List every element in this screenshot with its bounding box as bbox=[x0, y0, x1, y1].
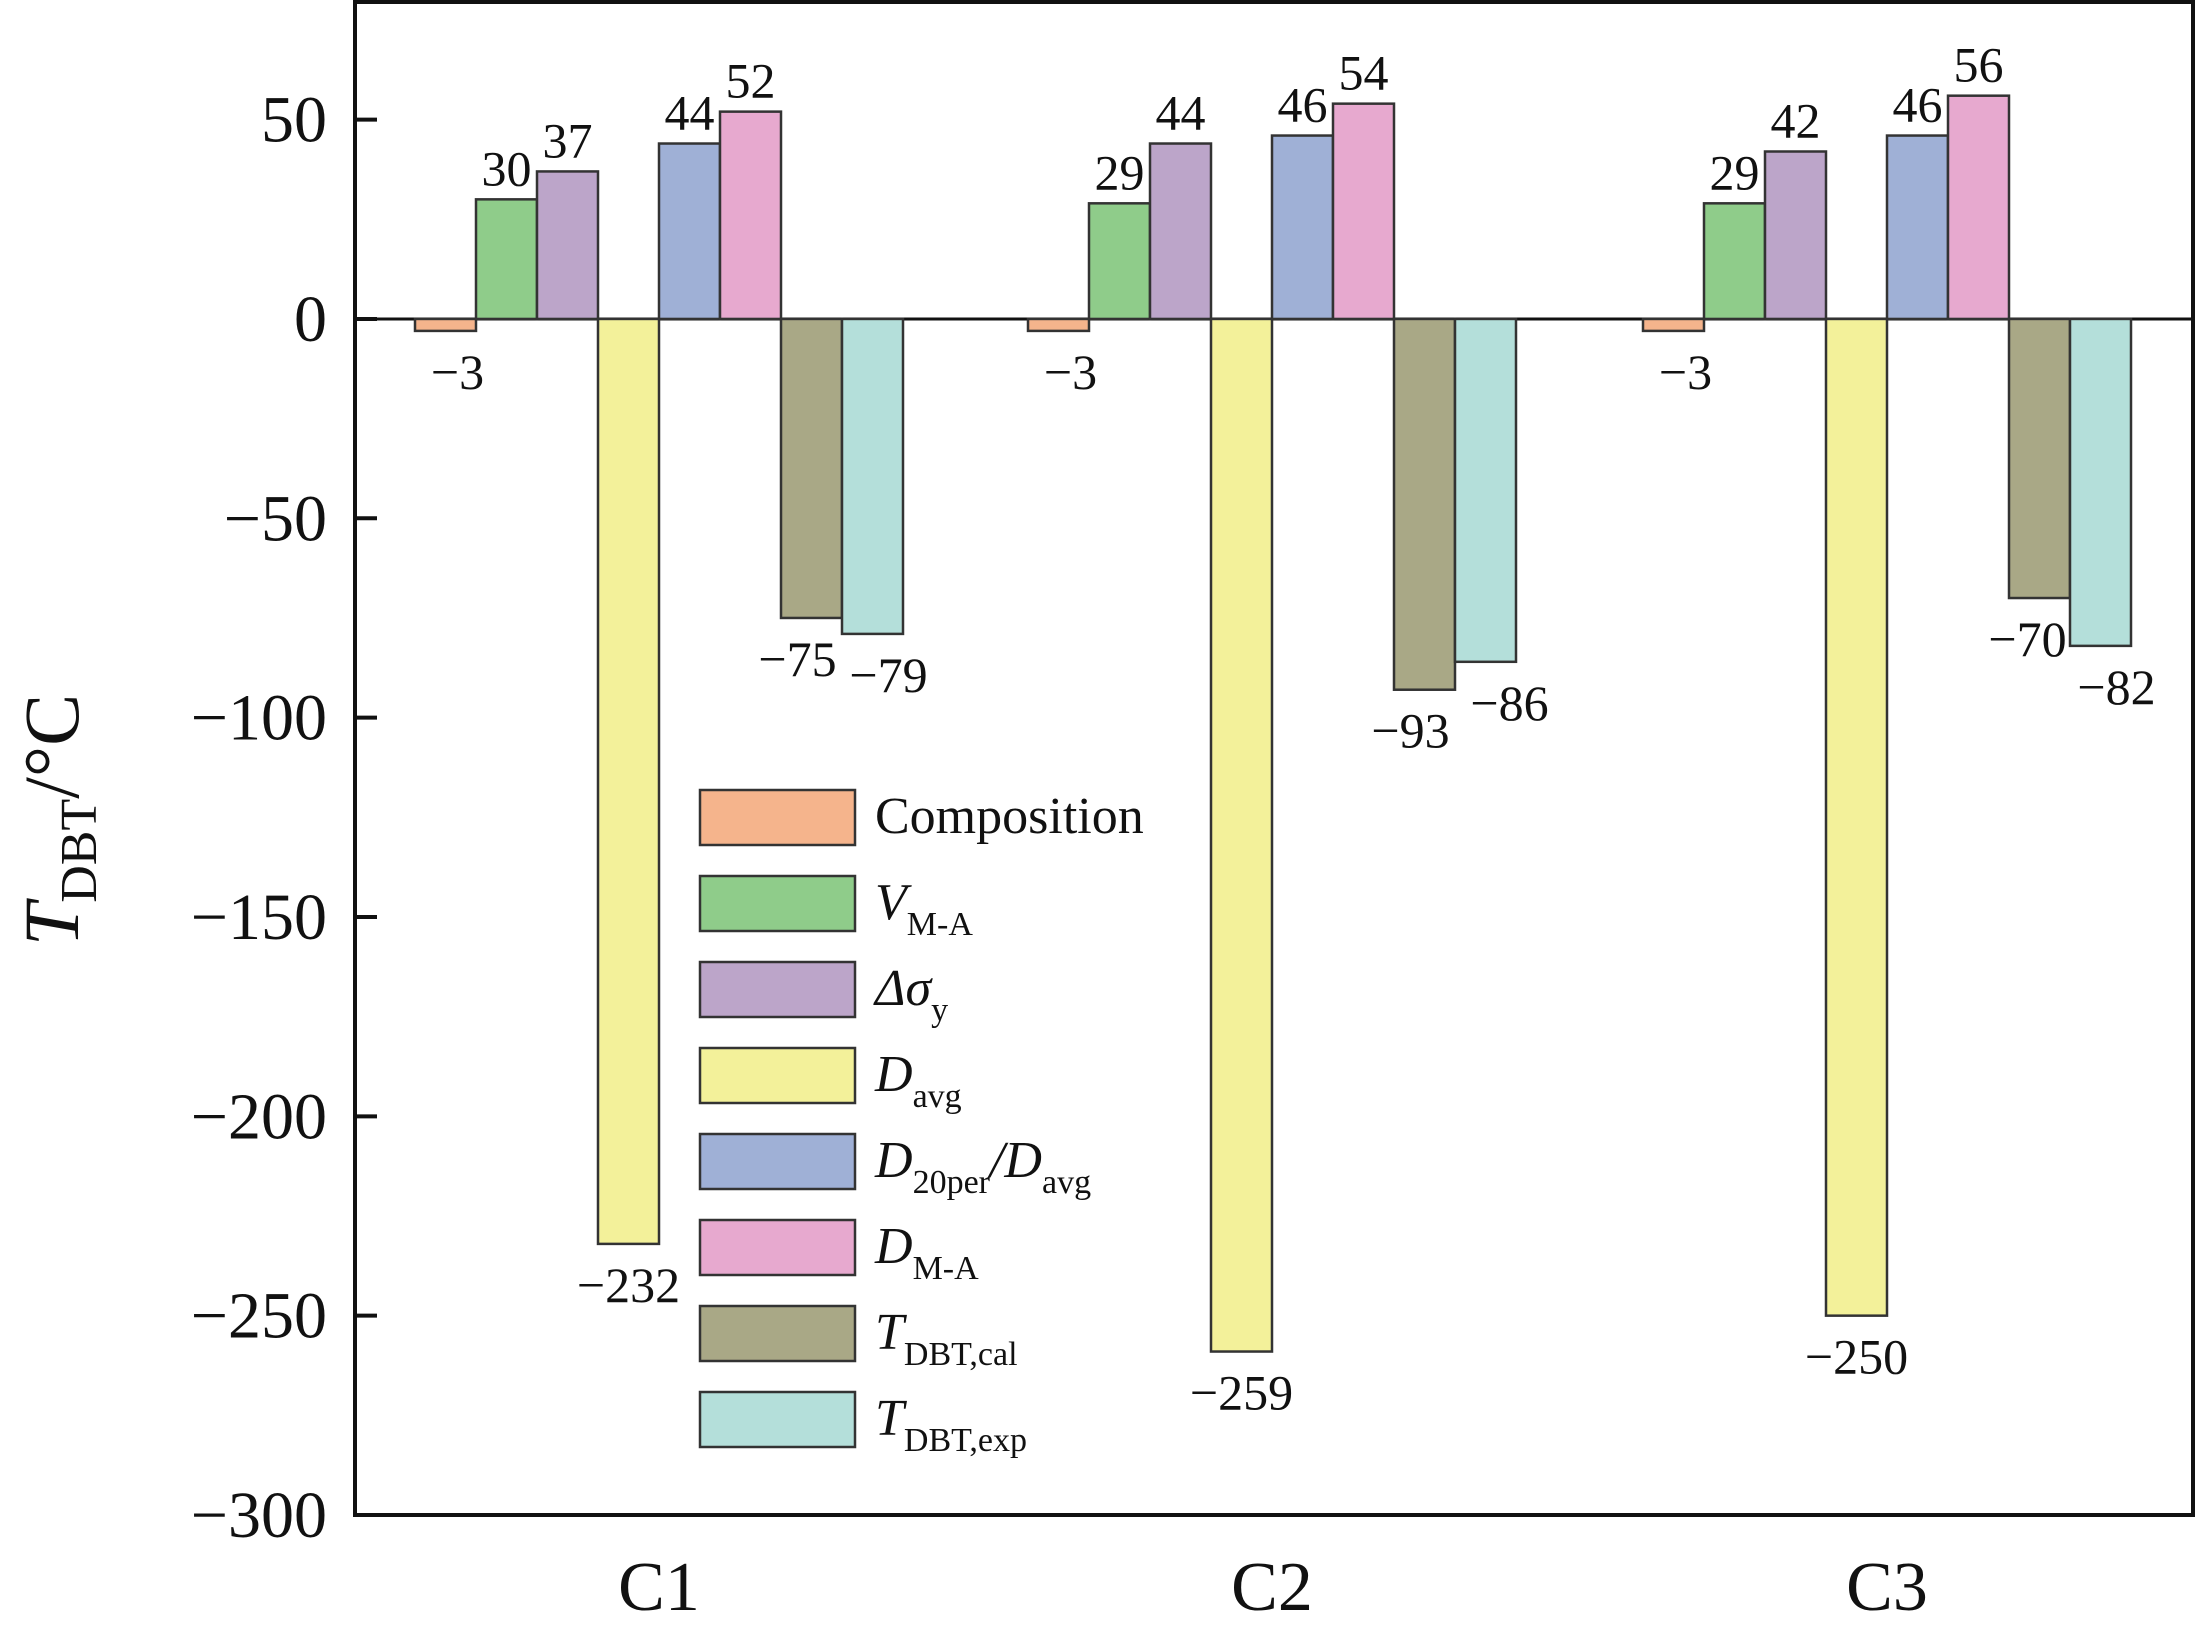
legend-swatch-tdbt_exp bbox=[698, 1390, 857, 1449]
data-label-d20per_davg-c1: 44 bbox=[665, 85, 715, 141]
data-label-tdbt_exp-c1: −79 bbox=[849, 647, 927, 703]
data-label-d_ma-c1: 52 bbox=[726, 53, 776, 109]
data-label-tdbt_exp-c2: −86 bbox=[1470, 675, 1548, 731]
legend-swatch-d_avg bbox=[698, 1046, 857, 1105]
bar-composition-c3 bbox=[1641, 317, 1706, 333]
legend-swatch-delta_sigma_y bbox=[698, 960, 857, 1019]
data-label-tdbt_cal-c2: −93 bbox=[1371, 703, 1449, 759]
category-label: C3 bbox=[1846, 1549, 1928, 1626]
data-label-d_avg-c3: −250 bbox=[1805, 1329, 1908, 1385]
x-axis: C1 C2 C3 bbox=[618, 1549, 1928, 1626]
legend-swatch-d20per_davg bbox=[698, 1132, 857, 1191]
legend-label-tdbt_cal: TDBT,cal bbox=[875, 1304, 1018, 1373]
data-label-d_ma-c3: 56 bbox=[1954, 37, 2004, 93]
data-label-v_ma-c2: 29 bbox=[1095, 144, 1145, 200]
bar-tdbt_exp-c1 bbox=[840, 317, 905, 636]
bar-composition-c2 bbox=[1026, 317, 1091, 333]
y-tick-label: −150 bbox=[191, 881, 327, 954]
legend-label-tdbt_exp: TDBT,exp bbox=[875, 1390, 1027, 1459]
legend-label-d_avg: Davg bbox=[874, 1046, 962, 1115]
legend: Composition VM-A Δσy Davg D20per/Davg DM-A TDB… bbox=[698, 788, 1144, 1459]
data-label-d20per_davg-c2: 46 bbox=[1278, 77, 1328, 133]
bar-tdbt_cal-c2 bbox=[1392, 317, 1457, 691]
bar-d_avg-c1 bbox=[596, 317, 661, 1246]
data-labels: −3 −3 −3 30 29 29 37 44 42 −232 −259 −250 44 46 46 52 54… bbox=[431, 37, 2156, 1421]
legend-swatch-tdbt_cal bbox=[698, 1304, 857, 1363]
legend-label-d_ma: DM-A bbox=[874, 1218, 979, 1287]
category-label: C2 bbox=[1231, 1549, 1313, 1626]
bar-composition-c1 bbox=[413, 317, 478, 333]
y-axis: 50 0 −50 −100 −150 −200 −250 −300 bbox=[191, 84, 377, 1552]
bar-delta_sigma_y-c3 bbox=[1763, 150, 1828, 321]
y-tick-label: 50 bbox=[261, 84, 327, 157]
plot-frame bbox=[353, 0, 2195, 1517]
y-tick-label: 0 bbox=[294, 283, 327, 356]
bar-delta_sigma_y-c2 bbox=[1148, 142, 1213, 321]
legend-label-d20per_davg: D20per/Davg bbox=[874, 1132, 1091, 1201]
bar-delta_sigma_y-c1 bbox=[535, 170, 600, 321]
bar-d_avg-c2 bbox=[1209, 317, 1274, 1353]
bar-tdbt_cal-c3 bbox=[2007, 317, 2072, 600]
bar-d20per_davg-c1 bbox=[657, 142, 722, 321]
data-label-d_avg-c2: −259 bbox=[1190, 1365, 1293, 1421]
legend-swatch-v_ma bbox=[698, 874, 857, 933]
category-label: C1 bbox=[618, 1549, 700, 1626]
data-label-d20per_davg-c3: 46 bbox=[1893, 77, 1943, 133]
bar-v_ma-c2 bbox=[1087, 202, 1152, 321]
bar-d_ma-c2 bbox=[1331, 102, 1396, 321]
data-label-v_ma-c3: 29 bbox=[1710, 144, 1760, 200]
bars bbox=[413, 94, 2133, 1353]
legend-label-delta_sigma_y: Δσy bbox=[873, 960, 948, 1029]
legend-swatch-composition bbox=[698, 788, 857, 847]
bar-tdbt_cal-c1 bbox=[779, 317, 844, 620]
data-label-delta_sigma_y-c1: 37 bbox=[543, 112, 593, 168]
data-label-v_ma-c1: 30 bbox=[482, 140, 532, 196]
data-label-composition-c1: −3 bbox=[431, 344, 484, 400]
data-label-tdbt_exp-c3: −82 bbox=[2077, 659, 2155, 715]
bar-v_ma-c3 bbox=[1702, 202, 1767, 321]
bar-tdbt_exp-c3 bbox=[2068, 317, 2133, 648]
y-tick-label: −200 bbox=[191, 1080, 327, 1153]
bar-v_ma-c1 bbox=[474, 198, 539, 321]
legend-label-composition: Composition bbox=[875, 788, 1144, 845]
data-label-tdbt_cal-c3: −70 bbox=[1988, 611, 2066, 667]
legend-swatch-d_ma bbox=[698, 1218, 857, 1277]
y-tick-label: −300 bbox=[191, 1479, 327, 1552]
y-axis-label: TDBT/°C bbox=[8, 694, 108, 946]
bar-d_ma-c1 bbox=[718, 110, 783, 321]
bar-d20per_davg-c2 bbox=[1270, 134, 1335, 321]
bar-d_avg-c3 bbox=[1824, 317, 1889, 1317]
bar-tdbt_exp-c2 bbox=[1453, 317, 1518, 664]
data-label-d_ma-c2: 54 bbox=[1339, 45, 1389, 101]
y-tick-label: −50 bbox=[224, 482, 327, 555]
y-tick-label: −100 bbox=[191, 682, 327, 755]
bar-d20per_davg-c3 bbox=[1885, 134, 1950, 321]
bar-d_ma-c3 bbox=[1946, 94, 2011, 321]
legend-label-v_ma: VM-A bbox=[875, 874, 973, 943]
data-label-delta_sigma_y-c2: 44 bbox=[1156, 85, 1206, 141]
y-tick-label: −250 bbox=[191, 1280, 327, 1353]
data-label-delta_sigma_y-c3: 42 bbox=[1771, 93, 1821, 149]
data-label-d_avg-c1: −232 bbox=[577, 1257, 680, 1313]
data-label-composition-c3: −3 bbox=[1659, 344, 1712, 400]
data-label-composition-c2: −3 bbox=[1044, 344, 1097, 400]
data-label-tdbt_cal-c1: −75 bbox=[758, 631, 836, 687]
